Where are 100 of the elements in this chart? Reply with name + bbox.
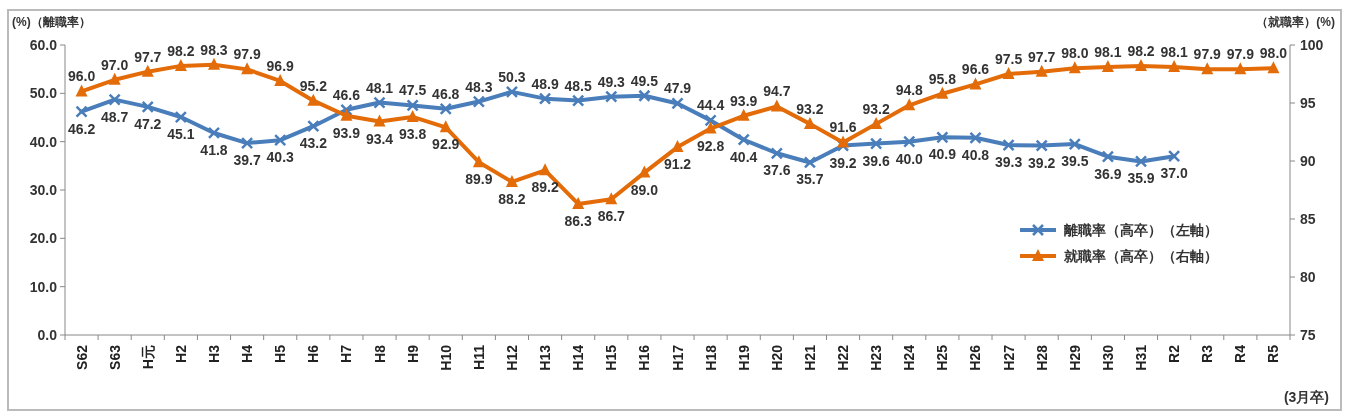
point (406, 99, 419, 112)
x-tick-label: S62 (73, 344, 90, 370)
data-label: 41.8 (200, 141, 228, 158)
data-label: 39.2 (1028, 154, 1056, 171)
data-label: 93.9 (332, 124, 361, 141)
data-label: 37.6 (763, 162, 791, 179)
data-label: 96.0 (67, 68, 96, 85)
point (108, 93, 121, 106)
point (241, 62, 254, 75)
data-label: 43.2 (299, 135, 328, 152)
point (1068, 137, 1082, 151)
y2-tick-label: 95 (1300, 95, 1316, 111)
point (538, 92, 552, 105)
data-label: 86.7 (597, 208, 626, 225)
data-label: 98.2 (1127, 42, 1155, 59)
data-label: 98.2 (167, 42, 195, 59)
x-tick-label: H22 (835, 344, 852, 371)
data-label: 98.3 (200, 41, 228, 58)
point (539, 163, 552, 176)
y-tick-label: 50.0 (29, 85, 58, 102)
x-tick-label: H31 (1133, 344, 1150, 371)
x-tick-label: H元 (139, 345, 156, 370)
y-tick-label: 30.0 (29, 182, 58, 198)
point (737, 133, 750, 146)
x-tick-label: H6 (305, 344, 322, 363)
x-tick-label: H12 (503, 344, 520, 371)
x-tick-label: H17 (669, 344, 686, 371)
data-label: 93.2 (796, 100, 824, 117)
y2-tick-label: 100 (1300, 37, 1324, 53)
data-label: 98.0 (1259, 45, 1288, 62)
point (1267, 61, 1280, 74)
point (869, 137, 883, 150)
point (1167, 149, 1181, 163)
point (75, 105, 88, 118)
x-tick-label: R5 (1265, 344, 1282, 363)
legend-label: 離職率（高卒）（左軸） (1063, 222, 1218, 238)
point (174, 110, 188, 124)
point (638, 89, 651, 102)
data-label: 39.5 (1061, 153, 1089, 170)
data-label: 40.4 (730, 148, 758, 165)
x-tick-label: H10 (437, 344, 454, 371)
y-tick-label: 20.0 (29, 230, 58, 247)
data-label: 48.7 (101, 108, 129, 125)
point (207, 126, 221, 140)
point (141, 64, 154, 77)
data-label: 95.2 (299, 77, 328, 94)
data-label: 50.3 (498, 68, 526, 85)
y-tick-label: 40.0 (29, 133, 58, 150)
x-tick-label: H24 (901, 344, 918, 371)
data-label: 49.5 (630, 72, 659, 89)
x-tick-label: H4 (239, 344, 256, 363)
point (1035, 139, 1048, 152)
data-label: 95.8 (928, 70, 957, 87)
point (307, 119, 320, 133)
point (870, 116, 883, 129)
x-tick-label: H7 (338, 344, 355, 363)
point (605, 90, 618, 103)
x-tick-label: H14 (570, 344, 587, 371)
data-label: 49.3 (597, 73, 626, 90)
point (1234, 62, 1247, 75)
x-tick-label: H16 (636, 344, 653, 371)
data-label: 46.2 (67, 120, 96, 137)
data-label: 45.1 (167, 126, 195, 143)
y-tick-label: 0.0 (37, 327, 58, 343)
data-label: 97.0 (101, 56, 129, 73)
data-label: 92.8 (696, 137, 725, 154)
data-label: 93.4 (365, 130, 394, 147)
data-label: 36.9 (1094, 165, 1122, 182)
y-tick-label: 60.0 (29, 37, 58, 53)
x-tick-label: H13 (537, 344, 554, 371)
point (1002, 138, 1015, 152)
point (273, 133, 287, 147)
point (505, 85, 519, 99)
text: (3月卒) (1283, 389, 1329, 405)
point (571, 94, 585, 107)
point (1035, 64, 1048, 77)
data-label: 47.9 (663, 80, 692, 97)
data-label: 37.0 (1160, 165, 1188, 182)
y-tick-label: 10.0 (29, 278, 58, 295)
data-label: 97.7 (134, 48, 162, 65)
point (572, 196, 585, 209)
x-tick-label: H29 (1066, 344, 1083, 371)
point (770, 147, 784, 160)
x-tick-label: R3 (1199, 344, 1216, 363)
x-tick-label: H20 (768, 344, 785, 371)
x-tick-label: H2 (172, 344, 189, 363)
y-axis-title: (%)（離職率） (12, 15, 91, 29)
x-tick-label: H26 (967, 344, 984, 371)
data-label: 35.9 (1127, 170, 1155, 187)
y2-axis-title: （就職率）(%) (1256, 15, 1335, 29)
point (903, 135, 916, 148)
data-label: 48.9 (531, 75, 559, 92)
x-tick-label: H5 (272, 344, 289, 363)
x-tick-label: H11 (470, 344, 487, 370)
data-label: 93.2 (862, 100, 890, 117)
data-label: 39.7 (233, 152, 261, 169)
data-label: 89.2 (531, 179, 559, 196)
x-tick-label: H3 (205, 344, 222, 363)
data-label: 40.9 (928, 146, 957, 163)
point (439, 102, 452, 116)
